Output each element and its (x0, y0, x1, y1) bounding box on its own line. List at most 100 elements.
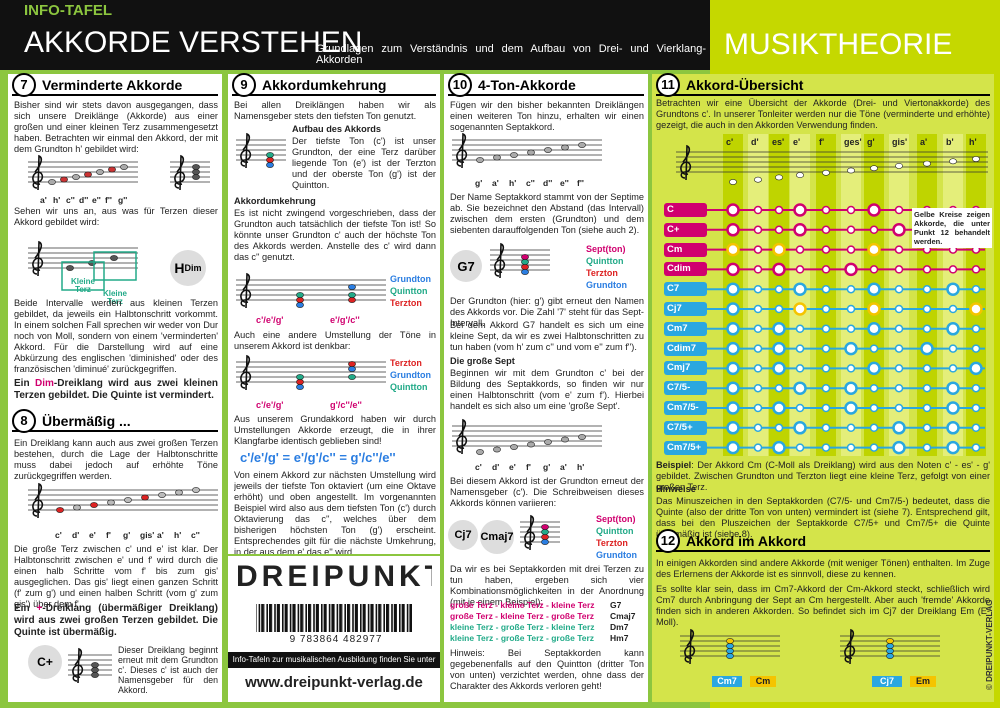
scale-dot (753, 423, 763, 433)
paragraph: Das Minuszeichen in den Septakkorden (C7… (656, 496, 990, 539)
note (578, 434, 586, 440)
scale-dot (971, 443, 981, 452)
barcode-bar (341, 604, 343, 632)
section-number: 7 (12, 73, 36, 97)
main-title: AKKORDE VERSTEHEN (24, 26, 363, 59)
chord-name: Cm (664, 242, 707, 257)
barcode-bar (378, 604, 381, 632)
chord-note (946, 322, 960, 336)
paragraph: In einigen Akkorden sind andere Akkorde … (656, 558, 990, 579)
legend-item: Grundton (390, 274, 431, 284)
legend-item: Sept(ton) (596, 514, 636, 524)
note (886, 648, 894, 654)
chord-name: Cm7/5- (664, 401, 707, 415)
note (521, 269, 529, 275)
scale-dot (894, 324, 904, 334)
clef (72, 647, 84, 684)
chord-note (946, 401, 960, 415)
scale-dot (846, 443, 856, 452)
note (91, 667, 99, 673)
scale-dot (846, 225, 856, 235)
scale-dot (948, 304, 958, 314)
barcode-bar (349, 604, 351, 632)
scale-dot (894, 284, 904, 294)
barcode-bar (289, 604, 292, 632)
chord-name: Em (910, 676, 936, 687)
chord-note (946, 381, 960, 395)
note (56, 507, 64, 513)
barcode-bar (375, 604, 378, 632)
clef (174, 154, 186, 191)
scale-dot (869, 265, 879, 274)
barcode-bar (261, 604, 264, 632)
chord-name: Cj7 (872, 676, 902, 687)
barcode-bar (263, 604, 265, 632)
chord-note (726, 242, 740, 257)
note-label: gis' (140, 530, 155, 540)
chord-badge: Cmaj7 (480, 520, 514, 554)
chord-name: Cm7 (664, 321, 707, 336)
column-stripe (816, 134, 836, 456)
paragraph: Beginnen wir mit dem Grundton c' bei der… (450, 368, 644, 411)
section-number: 12 (656, 529, 680, 553)
text: : Der Akkord Cm (C-Moll als Dreiklang) w… (656, 460, 990, 492)
note (158, 492, 166, 498)
note (544, 439, 552, 445)
scale-dot (774, 383, 784, 393)
note (796, 172, 804, 178)
note (60, 176, 68, 183)
note (48, 179, 56, 185)
section-header: 7 Verminderte Akkorde (12, 73, 218, 97)
paragraph: Ein Dim-Dreiklang wird aus zwei kleinen … (14, 378, 218, 402)
barcode-bar (287, 604, 288, 632)
barcode-bar (274, 604, 276, 632)
note-label: es' (772, 137, 785, 147)
note (476, 157, 484, 163)
note-label: f' (106, 530, 111, 540)
combo-chord: Dm7 (610, 622, 629, 632)
chord-badge: G7 (450, 250, 482, 282)
combo-chord: G7 (610, 600, 622, 610)
scale-dot (753, 344, 763, 353)
scale-dot (869, 443, 879, 452)
barcode-bar (271, 604, 273, 632)
chord-note (946, 440, 960, 455)
note (886, 653, 894, 659)
barcode-bar (373, 604, 374, 632)
paragraph: Es ist nicht zwingend vorgeschrieben, da… (234, 208, 436, 262)
barcode-bar (396, 604, 397, 632)
barcode-bar (409, 604, 412, 632)
barcode-bar (380, 604, 382, 632)
note (476, 449, 484, 455)
note (296, 379, 304, 385)
barcode-bar (354, 604, 358, 632)
barcode-bar (284, 604, 288, 632)
combo: kleine Terz - große Terz - große Terz (450, 633, 595, 643)
rule-text: Dim (35, 378, 54, 389)
note-label: c'' (526, 178, 535, 188)
scale-dot (795, 245, 805, 254)
scale-dot (753, 284, 763, 294)
chord-label: e'/g'/c'' (330, 315, 360, 325)
chord-note (793, 282, 807, 296)
scale-dot (922, 324, 932, 334)
barcode-bar (352, 604, 354, 632)
chord-note (726, 302, 740, 316)
chord-note (867, 242, 881, 257)
barcode-bar (256, 604, 257, 632)
barcode-bar (331, 604, 334, 632)
brand: DREIPUNKT (236, 560, 432, 593)
combo-chord: Hm7 (610, 633, 629, 643)
url: www.dreipunkt-verlag.de (245, 674, 423, 691)
note (91, 672, 99, 678)
scale-dot (774, 225, 784, 235)
barcode-bar (266, 604, 268, 632)
paragraph: Sehen wir uns an, aus was für Terzen die… (14, 206, 218, 227)
note (84, 171, 92, 178)
barcode-bar (305, 604, 307, 632)
scale-dot (753, 403, 763, 413)
barcode-bar (269, 604, 272, 632)
scale-dot (753, 324, 763, 334)
chord-note (772, 401, 786, 415)
section-number: 9 (232, 73, 256, 97)
